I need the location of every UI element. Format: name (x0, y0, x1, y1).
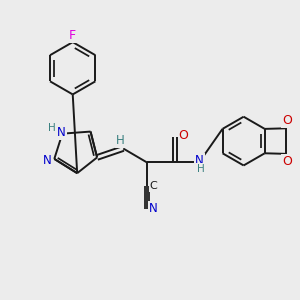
Text: O: O (282, 114, 292, 128)
Text: H: H (197, 164, 204, 174)
Text: H: H (116, 134, 125, 147)
Text: F: F (69, 29, 76, 42)
Text: C: C (150, 181, 158, 191)
Text: O: O (282, 155, 292, 168)
Text: N: N (57, 126, 66, 139)
Text: H: H (48, 123, 56, 133)
Text: O: O (178, 129, 188, 142)
Text: N: N (149, 202, 158, 215)
Text: N: N (195, 154, 204, 166)
Text: N: N (43, 154, 51, 167)
